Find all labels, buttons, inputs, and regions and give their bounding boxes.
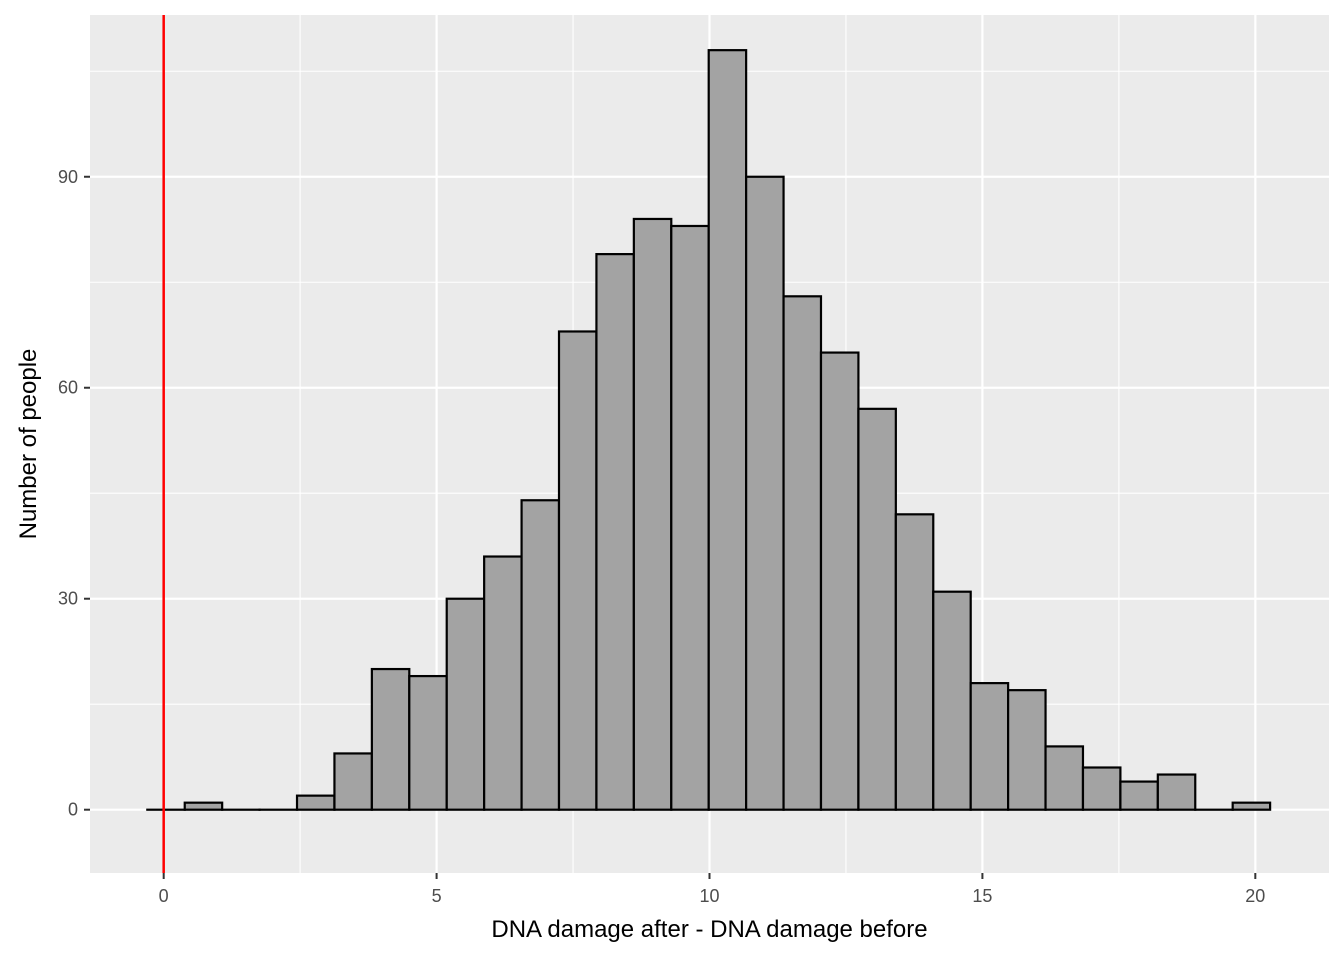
histogram-bar [333, 752, 373, 811]
x-tick-label: 20 [1245, 886, 1265, 906]
histogram-bar [932, 590, 972, 811]
histogram-bar [782, 295, 823, 811]
histogram-bar [670, 224, 710, 811]
histogram-bar [483, 555, 523, 811]
x-tick-label: 10 [699, 886, 719, 906]
histogram-bar [183, 801, 224, 811]
y-tick-label: 0 [68, 800, 78, 820]
x-axis-title: DNA damage after - DNA damage before [491, 916, 927, 943]
x-tick-label: 15 [972, 886, 992, 906]
histogram-bar [857, 407, 897, 811]
histogram-bar [370, 667, 411, 811]
histogram-bar [1007, 689, 1047, 811]
histogram-bar [1081, 766, 1122, 811]
x-axis: 0 5 10 15 20 [159, 873, 1265, 906]
histogram-bar [969, 682, 1010, 811]
histogram-bar [1156, 773, 1197, 811]
histogram-bars [146, 49, 1272, 811]
histogram-bar [894, 513, 935, 811]
histogram-bar [557, 330, 598, 811]
y-tick-label: 90 [58, 167, 78, 187]
histogram-bar [745, 175, 785, 811]
histogram-bar [632, 217, 673, 811]
histogram-bar [445, 597, 486, 811]
y-tick-label: 30 [58, 589, 78, 609]
histogram-bar [1231, 801, 1272, 811]
histogram-bar [1119, 780, 1159, 811]
x-tick-label: 0 [159, 886, 169, 906]
y-axis-title: Number of people [15, 349, 42, 540]
histogram-bar [1044, 745, 1085, 811]
histogram-bar [819, 351, 860, 811]
y-axis: 0 30 60 90 [58, 167, 90, 820]
histogram-bar [408, 674, 448, 811]
histogram-bar [295, 794, 336, 811]
histogram-bar [707, 49, 748, 811]
histogram-bar [595, 253, 635, 811]
histogram-bar [520, 499, 561, 811]
x-tick-label: 5 [432, 886, 442, 906]
y-tick-label: 60 [58, 378, 78, 398]
